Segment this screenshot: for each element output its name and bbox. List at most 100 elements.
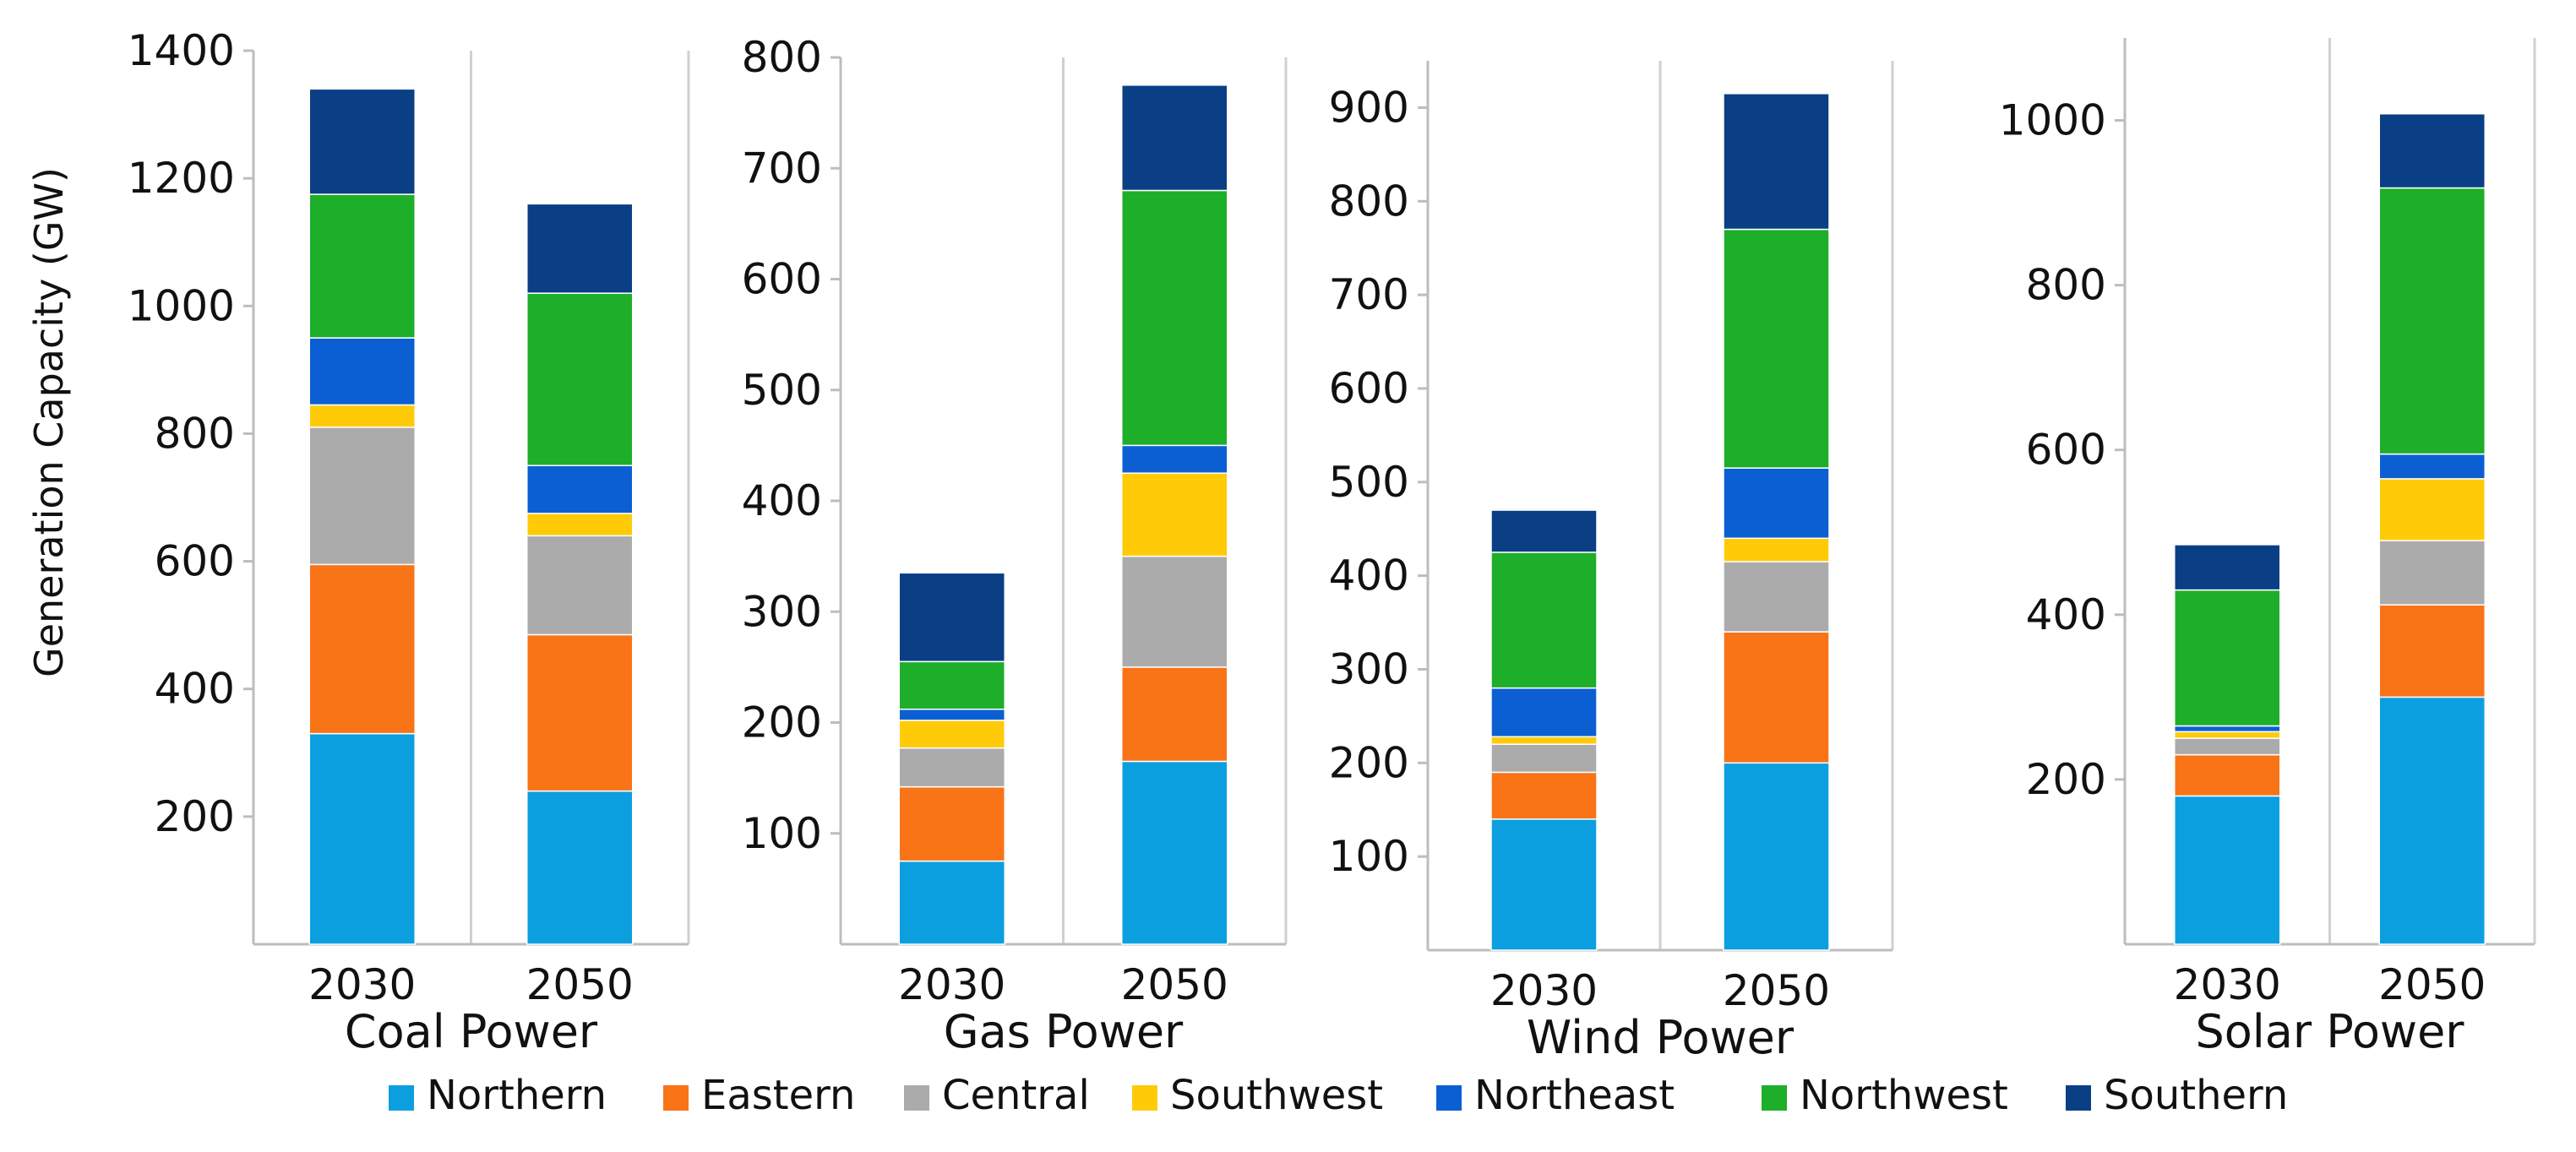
legend-swatch-northwest [1762,1085,1787,1111]
bar-segment-gas-power-2030-northwest [898,660,1005,710]
bar-segment-solar-power-2030-northwest [2174,589,2281,727]
legend-label-eastern: Eastern [701,1072,855,1119]
bar-segment-coal-power-2030-central [308,427,416,566]
bar-segment-coal-power-2030-southwest [308,404,416,428]
legend-item-central: Central [904,1072,1090,1119]
bar-segment-solar-power-2030-central [2174,737,2281,756]
legend-item-eastern: Eastern [663,1072,855,1119]
legend-swatch-southern [2066,1085,2091,1111]
y-tick-label: 100 [742,809,822,858]
bar-segment-wind-power-2050-northeast [1723,467,1830,540]
legend-swatch-northern [389,1085,414,1111]
bar-segment-wind-power-2050-southern [1723,93,1830,231]
bar-segment-gas-power-2050-southern [1121,84,1228,192]
bar-segment-solar-power-2050-northwest [2378,187,2486,455]
bar-segment-solar-power-2050-southern [2378,112,2486,189]
bar-segment-coal-power-2030-eastern [308,563,416,735]
bar-segment-gas-power-2030-northern [898,860,1005,945]
legend-swatch-northeast [1436,1085,1462,1111]
panel-title-solar-power: Solar Power [2195,1005,2464,1058]
panel-title-gas-power: Gas Power [944,1005,1184,1058]
bar-segment-wind-power-2050-central [1723,561,1830,633]
bar-segment-solar-power-2050-eastern [2378,604,2486,698]
y-tick-label: 800 [1329,177,1409,226]
y-tick-label: 600 [1329,364,1409,413]
y-tick-label: 200 [155,792,235,841]
y-tick-label: 600 [155,537,235,586]
x-tick-label-2030: 2030 [898,960,1005,1009]
x-tick-label-2030: 2030 [1490,966,1598,1015]
bar-segment-gas-power-2050-northern [1121,760,1228,945]
y-tick-label: 200 [2026,755,2106,804]
y-tick-label: 600 [2026,426,2106,475]
bar-segment-gas-power-2050-northeast [1121,444,1228,474]
legend-item-southwest: Southwest [1132,1072,1383,1119]
y-tick-label: 900 [1329,83,1409,132]
bar-segment-solar-power-2030-northeast [2174,725,2281,733]
legend: Northern Eastern Central Southwest Northeast… [389,1072,2288,1119]
bar-segment-gas-power-2050-central [1121,555,1228,668]
y-tick-label: 700 [742,144,822,193]
bar-segment-gas-power-2030-central [898,747,1005,788]
y-tick-label: 100 [1329,832,1409,881]
x-tick-label-2030: 2030 [2174,960,2281,1009]
bar-segment-gas-power-2030-eastern [898,785,1005,862]
bar-segment-coal-power-2030-northeast [308,337,416,406]
x-tick-label-2050: 2050 [1121,960,1228,1009]
x-tick-label-2050: 2050 [1723,966,1830,1015]
bar-segment-coal-power-2030-northwest [308,193,416,339]
y-tick-label: 400 [155,665,235,714]
bar-segment-wind-power-2050-southwest [1723,537,1830,562]
bar-segment-solar-power-2050-northern [2378,696,2486,945]
y-tick-label: 300 [742,587,822,636]
y-tick-label: 1200 [128,154,235,203]
bar-segment-wind-power-2050-northwest [1723,228,1830,469]
bar-segment-solar-power-2030-southern [2174,544,2281,591]
y-tick-label: 800 [2026,261,2106,310]
y-tick-label: 400 [1329,552,1409,600]
y-tick-label: 1000 [128,281,235,330]
y-tick-label: 700 [1329,270,1409,319]
bar-segment-wind-power-2030-northern [1490,818,1598,951]
y-tick-label: 1400 [128,26,235,75]
bar-segment-solar-power-2030-eastern [2174,753,2281,797]
y-tick-label: 400 [2026,590,2106,639]
legend-label-central: Central [942,1072,1090,1119]
bar-segment-coal-power-2030-northern [308,732,416,945]
panel-title-wind-power: Wind Power [1527,1011,1794,1064]
legend-item-northeast: Northeast [1436,1072,1675,1119]
bar-segment-solar-power-2050-central [2378,540,2486,606]
y-tick-label: 800 [742,33,822,82]
bar-segment-wind-power-2050-eastern [1723,631,1830,764]
bar-segment-solar-power-2030-southwest [2174,731,2281,739]
bar-segment-coal-power-2050-northern [526,790,634,945]
bar-segment-wind-power-2030-northeast [1490,687,1598,738]
bar-segment-coal-power-2050-northeast [526,465,634,514]
legend-swatch-central [904,1085,929,1111]
bar-segment-gas-power-2030-southwest [898,720,1005,749]
bar-segment-solar-power-2050-northeast [2378,453,2486,480]
bar-segment-gas-power-2050-northwest [1121,189,1228,447]
legend-item-northwest: Northwest [1762,1072,2008,1119]
bar-segment-solar-power-2030-northern [2174,795,2281,945]
legend-swatch-eastern [663,1085,689,1111]
y-tick-label: 400 [742,476,822,525]
bar-segment-solar-power-2050-southwest [2378,478,2486,541]
y-tick-label: 1000 [1999,96,2106,145]
bar-segment-coal-power-2050-southern [526,203,634,294]
bar-segment-wind-power-2030-central [1490,743,1598,774]
bar-segment-coal-power-2030-southern [308,88,416,195]
bar-segment-coal-power-2050-southwest [526,513,634,537]
y-axis-label: Generation Capacity (GW) [26,167,72,677]
legend-item-southern: Southern [2066,1072,2288,1119]
bar-segment-gas-power-2030-southern [898,572,1005,663]
legend-label-northern: Northern [427,1072,607,1119]
y-tick-label: 800 [155,409,235,458]
panel-wind-power: 100 200 300 400 500 600 700 800 900 2030 2050Wind … [1329,61,1894,1064]
bar-segment-wind-power-2050-northern [1723,762,1830,951]
